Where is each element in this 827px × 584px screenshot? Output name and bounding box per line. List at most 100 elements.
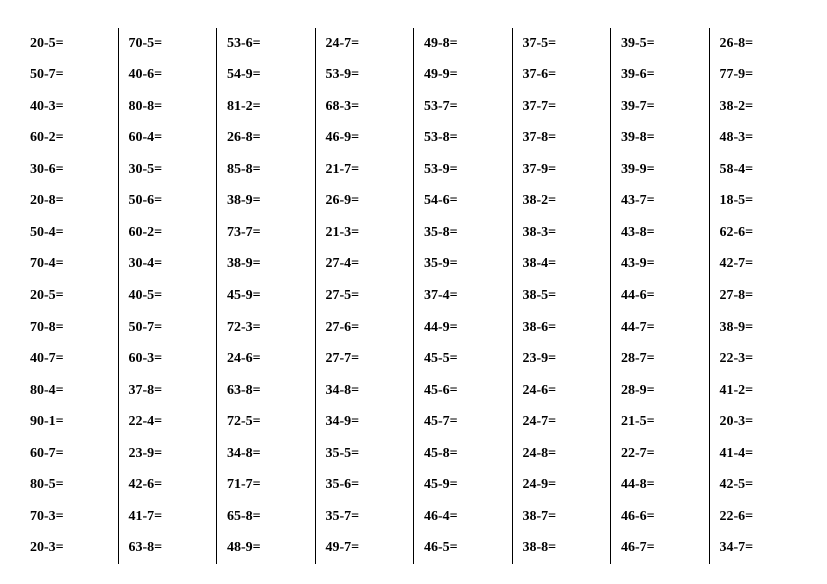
problem-cell: 63-8= bbox=[227, 375, 305, 407]
problem-cell: 21-5= bbox=[621, 406, 699, 438]
problem-cell: 45-9= bbox=[424, 469, 502, 501]
problem-cell: 27-4= bbox=[326, 249, 404, 281]
problem-cell: 46-4= bbox=[424, 501, 502, 533]
problem-cell: 30-5= bbox=[129, 154, 207, 186]
problem-cell: 23-9= bbox=[129, 438, 207, 470]
problem-cell: 26-9= bbox=[326, 186, 404, 218]
problem-cell: 38-8= bbox=[523, 533, 601, 565]
problem-cell: 50-6= bbox=[129, 186, 207, 218]
problem-cell: 60-7= bbox=[30, 438, 108, 470]
problem-cell: 42-7= bbox=[720, 249, 798, 281]
problem-cell: 24-6= bbox=[227, 343, 305, 375]
problem-cell: 44-8= bbox=[621, 469, 699, 501]
problem-cell: 44-9= bbox=[424, 312, 502, 344]
problem-cell: 49-9= bbox=[424, 60, 502, 92]
problem-cell: 23-9= bbox=[523, 343, 601, 375]
problem-cell: 80-4= bbox=[30, 375, 108, 407]
problem-cell: 39-9= bbox=[621, 154, 699, 186]
problem-cell: 22-3= bbox=[720, 343, 798, 375]
problem-cell: 63-8= bbox=[129, 533, 207, 565]
problem-cell: 30-4= bbox=[129, 249, 207, 281]
problem-cell: 38-3= bbox=[523, 217, 601, 249]
problem-cell: 53-9= bbox=[326, 60, 404, 92]
problem-cell: 21-3= bbox=[326, 217, 404, 249]
problem-cell: 27-6= bbox=[326, 312, 404, 344]
problem-cell: 81-2= bbox=[227, 91, 305, 123]
problem-cell: 50-7= bbox=[129, 312, 207, 344]
problem-cell: 38-9= bbox=[227, 186, 305, 218]
problem-cell: 20-3= bbox=[720, 406, 798, 438]
problem-cell: 22-4= bbox=[129, 406, 207, 438]
problem-cell: 49-8= bbox=[424, 28, 502, 60]
problem-cell: 70-3= bbox=[30, 501, 108, 533]
problem-cell: 38-5= bbox=[523, 280, 601, 312]
problem-cell: 90-1= bbox=[30, 406, 108, 438]
problem-cell: 70-5= bbox=[129, 28, 207, 60]
problem-cell: 60-2= bbox=[30, 123, 108, 155]
problem-cell: 37-7= bbox=[523, 91, 601, 123]
problem-cell: 20-3= bbox=[30, 533, 108, 565]
problem-cell: 37-8= bbox=[523, 123, 601, 155]
problem-cell: 42-5= bbox=[720, 469, 798, 501]
problem-cell: 37-5= bbox=[523, 28, 601, 60]
problem-cell: 50-4= bbox=[30, 217, 108, 249]
problem-cell: 43-8= bbox=[621, 217, 699, 249]
problem-cell: 24-6= bbox=[523, 375, 601, 407]
problem-cell: 20-5= bbox=[30, 28, 108, 60]
problem-cell: 24-9= bbox=[523, 469, 601, 501]
problem-cell: 43-9= bbox=[621, 249, 699, 281]
problem-cell: 18-5= bbox=[720, 186, 798, 218]
problem-cell: 20-8= bbox=[30, 186, 108, 218]
problem-cell: 46-5= bbox=[424, 533, 502, 565]
problem-cell: 30-6= bbox=[30, 154, 108, 186]
problem-cell: 53-7= bbox=[424, 91, 502, 123]
problem-cell: 80-5= bbox=[30, 469, 108, 501]
problem-cell: 40-5= bbox=[129, 280, 207, 312]
problem-cell: 35-6= bbox=[326, 469, 404, 501]
problem-cell: 35-7= bbox=[326, 501, 404, 533]
worksheet-column: 26-8=77-9=38-2=48-3=58-4=18-5=62-6=42-7=… bbox=[709, 28, 808, 564]
problem-cell: 35-5= bbox=[326, 438, 404, 470]
problem-cell: 73-7= bbox=[227, 217, 305, 249]
problem-cell: 42-6= bbox=[129, 469, 207, 501]
worksheet-column: 37-5=37-6=37-7=37-8=37-9=38-2=38-3=38-4=… bbox=[512, 28, 611, 564]
problem-cell: 34-8= bbox=[326, 375, 404, 407]
problem-cell: 45-9= bbox=[227, 280, 305, 312]
problem-cell: 39-6= bbox=[621, 60, 699, 92]
problem-cell: 38-6= bbox=[523, 312, 601, 344]
problem-cell: 40-6= bbox=[129, 60, 207, 92]
problem-cell: 80-8= bbox=[129, 91, 207, 123]
problem-cell: 48-3= bbox=[720, 123, 798, 155]
problem-cell: 38-7= bbox=[523, 501, 601, 533]
problem-cell: 48-9= bbox=[227, 533, 305, 565]
problem-cell: 65-8= bbox=[227, 501, 305, 533]
problem-cell: 22-6= bbox=[720, 501, 798, 533]
worksheet-column: 39-5=39-6=39-7=39-8=39-9=43-7=43-8=43-9=… bbox=[610, 28, 709, 564]
problem-cell: 53-6= bbox=[227, 28, 305, 60]
problem-cell: 72-5= bbox=[227, 406, 305, 438]
problem-cell: 34-9= bbox=[326, 406, 404, 438]
problem-cell: 40-3= bbox=[30, 91, 108, 123]
problem-cell: 39-7= bbox=[621, 91, 699, 123]
problem-cell: 50-7= bbox=[30, 60, 108, 92]
problem-cell: 41-7= bbox=[129, 501, 207, 533]
problem-cell: 39-5= bbox=[621, 28, 699, 60]
problem-cell: 22-7= bbox=[621, 438, 699, 470]
problem-cell: 35-8= bbox=[424, 217, 502, 249]
problem-cell: 28-9= bbox=[621, 375, 699, 407]
problem-cell: 38-9= bbox=[720, 312, 798, 344]
problem-cell: 60-3= bbox=[129, 343, 207, 375]
problem-cell: 38-4= bbox=[523, 249, 601, 281]
problem-cell: 58-4= bbox=[720, 154, 798, 186]
worksheet-column: 24-7=53-9=68-3=46-9=21-7=26-9=21-3=27-4=… bbox=[315, 28, 414, 564]
problem-cell: 60-2= bbox=[129, 217, 207, 249]
worksheet-column: 70-5=40-6=80-8=60-4=30-5=50-6=60-2=30-4=… bbox=[118, 28, 217, 564]
problem-cell: 27-7= bbox=[326, 343, 404, 375]
problem-cell: 54-6= bbox=[424, 186, 502, 218]
worksheet-column: 53-6=54-9=81-2=26-8=85-8=38-9=73-7=38-9=… bbox=[216, 28, 315, 564]
problem-cell: 37-4= bbox=[424, 280, 502, 312]
problem-cell: 35-9= bbox=[424, 249, 502, 281]
worksheet-column: 49-8=49-9=53-7=53-8=53-9=54-6=35-8=35-9=… bbox=[413, 28, 512, 564]
problem-cell: 38-2= bbox=[523, 186, 601, 218]
problem-cell: 38-9= bbox=[227, 249, 305, 281]
